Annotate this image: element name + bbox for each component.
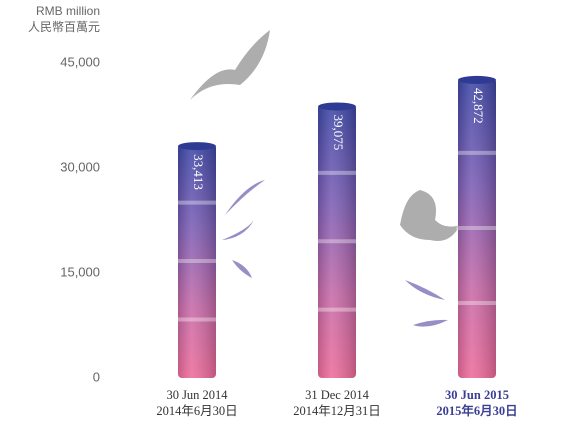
x-tick-label: 31 Dec 2014 [305, 388, 370, 402]
axis-label: 人民幣百萬元 [28, 20, 100, 34]
y-tick-label: 45,000 [60, 54, 100, 69]
x-tick-label: 2014年6月30日 [156, 404, 237, 418]
x-tick-label: 2014年12月31日 [293, 404, 381, 418]
decoration [190, 30, 460, 241]
bamboo-node [316, 170, 358, 175]
y-tick-label: 30,000 [60, 159, 100, 174]
bar-shade [178, 144, 216, 378]
x-tick-label: 2015年6月30日 [436, 403, 517, 418]
x-tick-label: 30 Jun 2015 [445, 388, 509, 402]
bar-shade [458, 77, 496, 379]
bamboo-node [176, 200, 218, 205]
y-tick-label: 0 [93, 369, 100, 384]
bamboo-node [176, 259, 218, 264]
bamboo-node [456, 300, 498, 305]
decoration [222, 180, 448, 327]
bamboo-top [458, 75, 496, 84]
bamboo-top [318, 102, 356, 111]
bamboo-node [456, 150, 498, 155]
axis-label: RMB million [36, 4, 100, 18]
y-tick-label: 15,000 [60, 264, 100, 279]
value-label: 33,413 [191, 154, 206, 190]
bamboo-node [176, 317, 218, 322]
x-tick-label: 30 Jun 2014 [166, 388, 228, 402]
bar-shade [318, 104, 356, 378]
bamboo-node [316, 239, 358, 244]
value-label: 42,872 [471, 88, 486, 124]
value-label: 39,075 [331, 114, 346, 150]
bamboo-node [316, 307, 358, 312]
bamboo-node [456, 225, 498, 230]
bamboo-top [178, 142, 216, 151]
